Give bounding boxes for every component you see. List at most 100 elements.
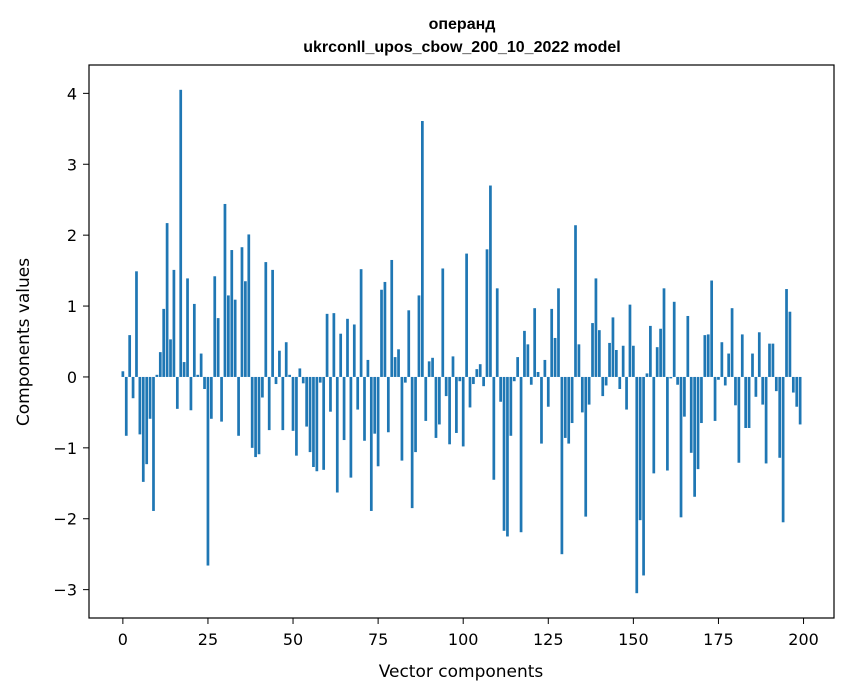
bar-component-81 (397, 349, 400, 377)
bar-component-88 (421, 121, 424, 377)
bar-component-61 (329, 376, 332, 412)
bar-component-142 (604, 376, 608, 386)
bar-component-97 (451, 356, 455, 377)
bar-component-171 (703, 335, 707, 377)
bar-component-4 (135, 271, 138, 377)
bar-component-32 (230, 250, 234, 377)
bar-component-137 (587, 376, 591, 405)
bar-component-70 (359, 269, 363, 377)
bar-component-83 (403, 376, 407, 383)
bar-component-39 (254, 376, 257, 458)
bar-component-57 (315, 376, 319, 472)
bar-component-30 (223, 203, 227, 377)
bar-component-196 (788, 311, 792, 377)
bar-component-73 (369, 376, 373, 511)
bar-component-110 (495, 288, 499, 377)
y-tick-label: 1 (67, 297, 77, 316)
bar-component-96 (448, 376, 451, 445)
bar-component-105 (478, 364, 482, 377)
bar-component-131 (567, 376, 571, 444)
bar-component-89 (424, 376, 428, 421)
bar-component-33 (233, 299, 237, 377)
bar-component-90 (427, 361, 431, 377)
bar-component-173 (710, 280, 714, 377)
bar-component-58 (318, 376, 322, 383)
bar-component-149 (628, 304, 632, 377)
bar-component-80 (393, 357, 397, 377)
bar-component-52 (298, 368, 302, 377)
bar-component-125 (546, 376, 550, 407)
bar-component-192 (774, 376, 778, 392)
bar-component-12 (162, 308, 166, 377)
bar-component-172 (706, 334, 710, 377)
x-tick-label: 100 (448, 630, 479, 649)
bar-component-64 (339, 333, 343, 377)
bar-component-20 (189, 376, 193, 411)
bar-component-60 (325, 313, 329, 377)
bar-component-35 (240, 247, 244, 377)
bar-component-21 (192, 303, 196, 377)
x-axis-label: Vector components (379, 662, 544, 682)
bar-component-146 (618, 376, 622, 389)
y-tick-label: 4 (67, 84, 77, 103)
bar-component-126 (550, 308, 554, 377)
bar-component-104 (475, 369, 479, 377)
bar-component-140 (597, 330, 601, 377)
bar-component-176 (720, 342, 724, 377)
bar-component-114 (509, 376, 513, 436)
bar-component-95 (444, 376, 448, 397)
bar-component-51 (295, 376, 298, 456)
bar-component-40 (257, 376, 261, 455)
y-axis-label: Components values (14, 258, 34, 426)
bar-component-169 (696, 376, 700, 470)
bar-component-74 (373, 376, 377, 434)
bar-component-107 (485, 249, 489, 377)
bar-component-91 (431, 357, 434, 377)
bar-component-44 (271, 269, 274, 377)
bar-component-133 (574, 225, 577, 377)
bar-component-5 (138, 376, 142, 435)
bar-component-6 (141, 376, 145, 482)
bar-component-55 (308, 376, 312, 453)
bar-component-159 (662, 288, 666, 377)
bar-component-132 (570, 376, 574, 424)
bar-component-175 (717, 376, 720, 380)
bar-component-8 (148, 376, 152, 419)
bar-component-195 (785, 289, 788, 377)
bar-component-106 (482, 376, 485, 387)
bar-component-151 (635, 376, 639, 594)
bar-component-128 (557, 288, 560, 377)
bar-component-158 (659, 328, 662, 377)
bar-component-1 (124, 376, 128, 436)
bar-component-99 (458, 376, 462, 382)
bar-component-148 (625, 376, 628, 410)
y-tick-label: 2 (67, 226, 77, 245)
bar-component-194 (781, 376, 785, 523)
bar-component-24 (203, 376, 206, 389)
x-tick-label: 175 (703, 630, 734, 649)
bar-component-103 (472, 376, 475, 385)
bar-component-78 (386, 376, 390, 433)
bar-component-198 (795, 376, 799, 407)
y-tick-label: −2 (53, 510, 77, 529)
bar-component-23 (199, 353, 203, 377)
bar-component-124 (543, 359, 547, 377)
bar-component-72 (366, 359, 370, 377)
bar-component-94 (441, 268, 445, 377)
bar-component-9 (152, 376, 155, 511)
bar-component-14 (169, 339, 172, 377)
bar-component-101 (465, 253, 468, 377)
bar-component-143 (608, 342, 611, 377)
bar-component-162 (672, 301, 676, 377)
y-tick-label: 0 (67, 368, 77, 387)
bar-component-130 (563, 376, 567, 438)
bar-component-178 (727, 353, 731, 377)
bar-component-31 (227, 295, 230, 377)
bar-component-153 (642, 376, 645, 576)
bar-component-100 (461, 376, 465, 447)
bar-component-117 (519, 376, 523, 533)
bar-component-164 (679, 376, 683, 518)
bar-component-108 (489, 185, 492, 377)
bar-component-65 (342, 376, 346, 441)
